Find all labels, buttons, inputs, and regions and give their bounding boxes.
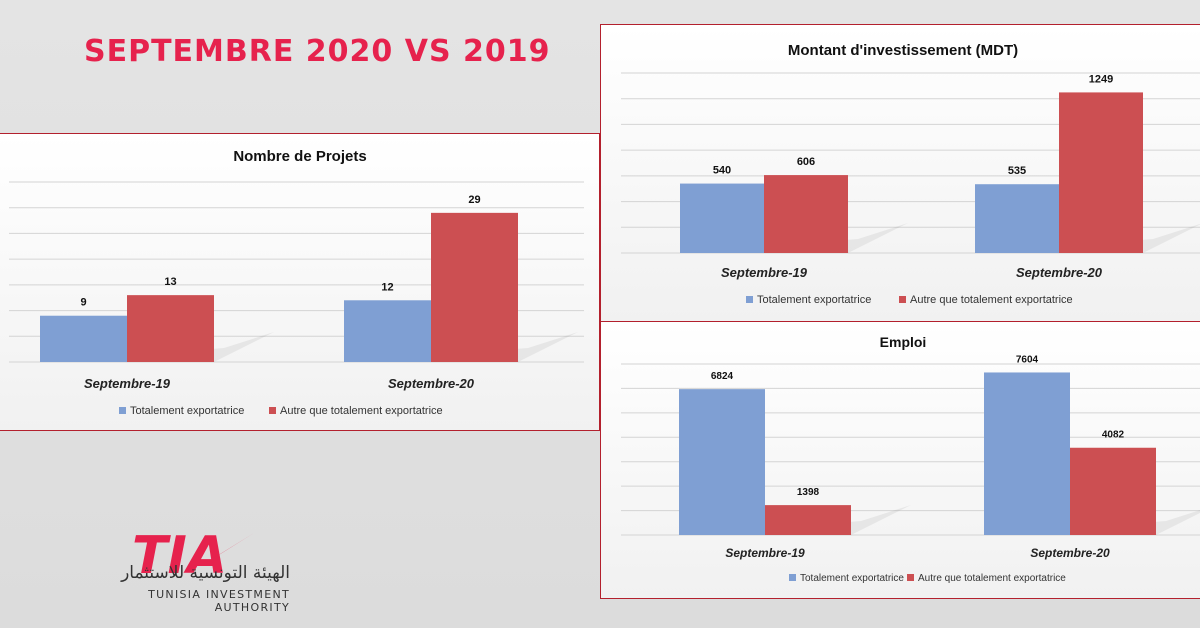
bar-autre-1: [1059, 92, 1143, 254]
legend-swatch: [907, 574, 914, 581]
data-label: 7604: [1016, 354, 1039, 365]
category-label: Septembre-19: [725, 546, 805, 560]
legend-label: Totalement exportatrice: [757, 294, 871, 306]
chart-panel-emploi: Emploi 6824 1398 Septembre-19 7604 4082 Septem…: [600, 321, 1200, 599]
data-label: 6824: [711, 371, 734, 382]
data-label: 535: [1008, 165, 1026, 177]
data-label: 540: [713, 165, 731, 177]
bar-totalement-0: [680, 183, 764, 253]
data-label: 1398: [797, 487, 820, 498]
legend-label: Autre que totalement exportatrice: [280, 405, 443, 417]
chart-title: Emploi: [880, 334, 927, 350]
bar-totalement-1: [975, 184, 1059, 253]
bar-totalement-1: [984, 372, 1070, 535]
data-label: 12: [381, 281, 393, 293]
legend-swatch: [746, 296, 753, 303]
legend-label: Autre que totalement exportatrice: [918, 573, 1066, 584]
chart-projets: Nombre de Projets 9 13 Septembre-19 12 29 Sept…: [9, 148, 584, 417]
chart-title: Montant d'investissement (MDT): [788, 42, 1018, 59]
category-label: Septembre-19: [721, 265, 808, 280]
category-label: Septembre-20: [1030, 546, 1110, 560]
data-label: 1249: [1089, 73, 1113, 85]
legend-label: Totalement exportatrice: [800, 573, 904, 584]
data-label: 29: [468, 194, 480, 206]
bar-totalement-1: [344, 300, 431, 362]
legend-swatch: [119, 407, 126, 414]
legend-swatch: [789, 574, 796, 581]
bar-totalement-0: [40, 315, 127, 362]
bar-shadow: [40, 332, 274, 362]
category-label: Septembre-20: [388, 376, 475, 391]
chart-montant: Montant d'investissement (MDT) 540 606 Sept…: [621, 42, 1200, 306]
data-label: 9: [80, 297, 86, 309]
logo-arabic-text: الهيئة التونسية للاستثمار: [121, 563, 290, 583]
bar-autre-0: [765, 505, 851, 535]
legend-label: Totalement exportatrice: [130, 405, 244, 417]
legend-swatch: [899, 296, 906, 303]
data-label: 13: [164, 276, 176, 288]
chart-title: Nombre de Projets: [233, 148, 366, 165]
legend-label: Autre que totalement exportatrice: [910, 294, 1073, 306]
legend-swatch: [269, 407, 276, 414]
data-label: 4082: [1102, 430, 1125, 441]
chart-panel-montant: Montant d'investissement (MDT) 540 606 Sept…: [600, 24, 1200, 322]
bar-autre-1: [1070, 447, 1156, 535]
category-label: Septembre-19: [84, 376, 171, 391]
tia-logo: TIA: [132, 526, 254, 586]
bar-autre-0: [127, 295, 214, 362]
chart-emploi: Emploi 6824 1398 Septembre-19 7604 4082 Septem…: [621, 334, 1200, 584]
bar-shadow: [680, 223, 908, 253]
logo-swoosh-icon: [212, 533, 254, 559]
category-label: Septembre-20: [1016, 265, 1103, 280]
tia-logo-mark: TIA: [132, 526, 227, 586]
bar-shadow: [975, 223, 1200, 253]
bar-autre-0: [764, 175, 848, 253]
bar-shadow: [344, 332, 578, 362]
bar-totalement-0: [679, 389, 765, 535]
page-headline: SEPTEMBRE 2020 VS 2019: [84, 34, 551, 69]
bar-shadow: [679, 505, 911, 535]
data-label: 606: [797, 156, 815, 168]
bar-autre-1: [431, 212, 518, 362]
logo-english-text: TUNISIA INVESTMENT AUTHORITY: [148, 588, 290, 614]
chart-panel-projets: Nombre de Projets 9 13 Septembre-19 12 29 Sept…: [0, 133, 600, 431]
